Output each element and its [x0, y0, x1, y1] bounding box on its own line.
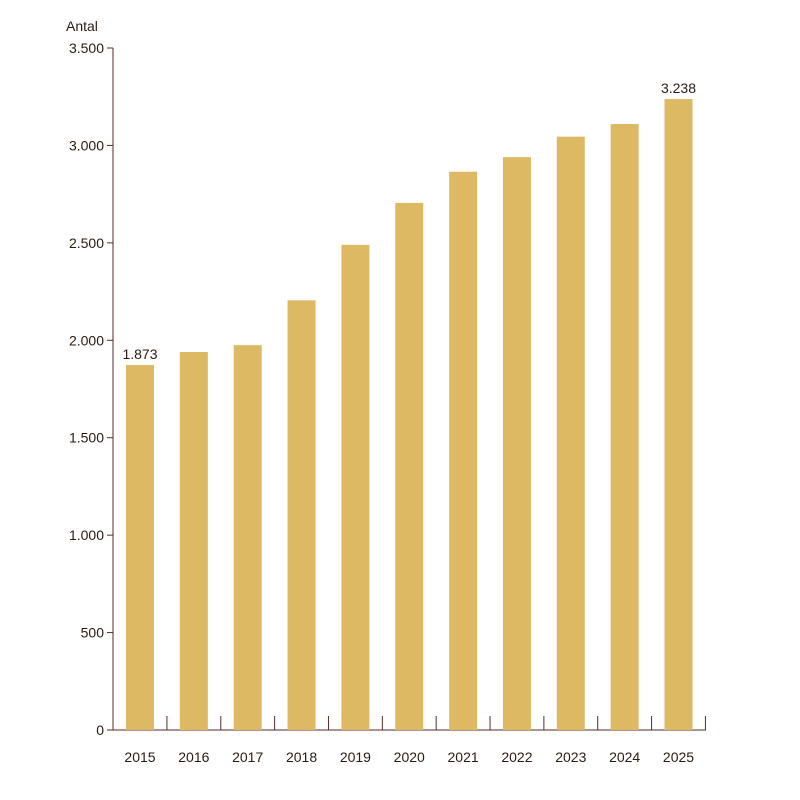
bar-2025: [664, 99, 693, 731]
x-tick-label: 2021: [448, 749, 479, 765]
bar-2020: [395, 202, 424, 730]
x-tick-label: 2020: [394, 749, 425, 765]
bar-2019: [341, 244, 370, 730]
x-tick-label: 2022: [501, 749, 532, 765]
y-tick-label: 3.500: [69, 40, 104, 56]
bar-2017: [233, 345, 262, 730]
y-tick-label: 2.000: [69, 332, 104, 348]
x-axis: 2015 2016 2017 2018 2019 2020 2021 2022 2023 2024…: [113, 716, 706, 765]
bar-2022: [502, 157, 531, 730]
bar-2015: [126, 365, 154, 730]
bar-2018: [287, 300, 316, 730]
data-label: 3.238: [661, 80, 696, 96]
x-tick-label: 2023: [555, 749, 586, 765]
y-tick-label: 1.000: [69, 527, 104, 543]
y-tick-label: 0: [96, 722, 104, 738]
x-tick-label: 2016: [178, 749, 209, 765]
y-tick-label: 2.500: [69, 235, 104, 251]
x-tick-label: 2018: [286, 749, 317, 765]
bar-2023: [556, 136, 585, 730]
x-tick-label: 2015: [124, 749, 155, 765]
x-tick-label: 2019: [340, 749, 371, 765]
y-tick-label: 1.500: [69, 430, 104, 446]
bar-2016: [179, 351, 208, 730]
data-labels: 1.873 3.238: [122, 80, 696, 362]
data-label: 1.873: [122, 346, 157, 362]
x-tick-label: 2017: [232, 749, 263, 765]
y-axis: 0 500 1.000 1.500 2.000 2.500 3.000 3.500: [69, 40, 114, 738]
y-tick-label: 3.000: [69, 137, 104, 153]
x-tick-label: 2024: [609, 749, 640, 765]
bar-2024: [610, 123, 639, 731]
x-tick-label: 2025: [663, 749, 694, 765]
y-tick-label: 500: [81, 625, 105, 641]
bar-series: [126, 99, 693, 731]
y-axis-title: Antal: [66, 18, 98, 34]
bar-2021: [449, 171, 478, 731]
